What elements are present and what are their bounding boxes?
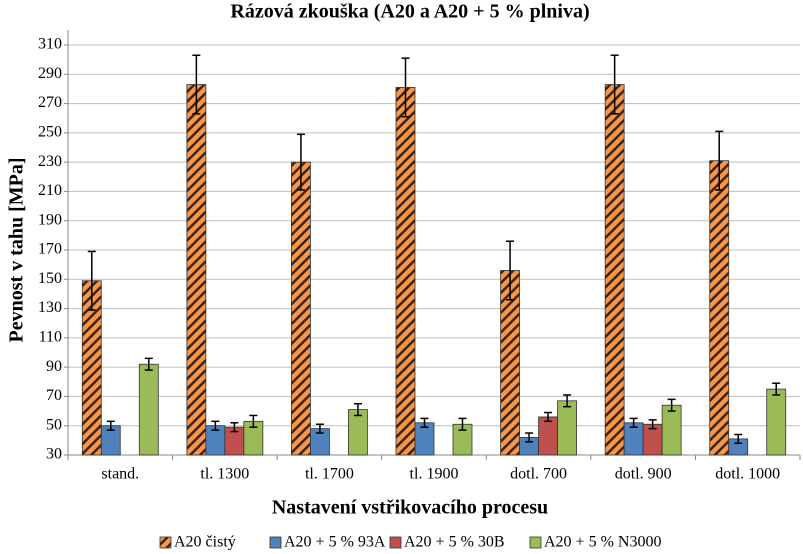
y-tick-label: 110 [39, 329, 62, 346]
y-tick-label: 310 [38, 36, 62, 53]
error-bar [772, 382, 781, 396]
y-tick-label: 130 [38, 299, 62, 316]
x-tick-label: tl. 1900 [410, 466, 459, 483]
y-tick-label: 90 [46, 358, 62, 375]
y-tick-label: 190 [38, 211, 62, 228]
y-tick-label: 30 [46, 446, 62, 463]
legend-label: A20 čistý [174, 534, 236, 551]
error-bar [610, 54, 619, 115]
legend-swatch [529, 536, 542, 549]
error-bar [353, 403, 362, 417]
y-tick-label: 270 [38, 94, 62, 111]
error-bar [230, 422, 239, 433]
error-bar [401, 57, 410, 118]
bar [661, 404, 682, 456]
y-tick-label: 70 [46, 387, 62, 404]
error-bar [458, 417, 467, 431]
x-tick-label: dotl. 700 [510, 466, 567, 483]
bar [557, 400, 577, 456]
error-bar [667, 398, 676, 412]
bar [291, 161, 311, 456]
legend-label: A20 + 5 % 30B [404, 534, 505, 551]
bar [395, 87, 416, 456]
legend-swatch [269, 536, 282, 549]
bar [766, 388, 787, 456]
error-bar [420, 417, 429, 428]
error-bar [211, 420, 220, 431]
bar [709, 160, 730, 456]
error-bar [315, 423, 324, 434]
x-axis-label: Nastavení vstřikovacího procesu [272, 497, 548, 519]
legend-label: A20 + 5 % N3000 [544, 534, 661, 551]
error-bar [144, 357, 153, 371]
bar [348, 409, 368, 456]
error-bar [506, 240, 515, 301]
y-axis-label: Pevnost v tahu [MPa] [6, 158, 28, 343]
x-tick-label: dotl. 900 [615, 466, 672, 483]
legend-label: A20 + 5 % 93A [284, 534, 386, 551]
y-tick-label: 230 [38, 153, 62, 170]
error-bar [563, 394, 572, 408]
bar [186, 84, 207, 456]
y-tick-label: 170 [38, 241, 62, 258]
x-tick-label: dotl. 1000 [715, 466, 780, 483]
chart-title: Rázová zkouška (A20 a A20 + 5 % plniva) [230, 1, 589, 23]
legend-swatch [389, 536, 402, 549]
legend-swatch [159, 536, 172, 549]
error-bar [629, 417, 638, 428]
x-tick-label: tl. 1700 [305, 466, 354, 483]
x-tick-label: stand. [101, 466, 139, 483]
error-bar [715, 130, 724, 191]
y-tick-label: 50 [46, 416, 62, 433]
error-bar [106, 420, 115, 431]
error-bar [249, 414, 258, 428]
error-bar [734, 433, 743, 445]
y-tick-label: 210 [38, 182, 62, 199]
bar [138, 363, 159, 456]
error-bar [296, 133, 305, 191]
bar [538, 416, 558, 456]
y-tick-label: 250 [38, 124, 62, 141]
error-bar [544, 411, 553, 423]
y-tick-label: 290 [38, 65, 62, 82]
error-bar [525, 432, 534, 443]
error-bar [192, 54, 201, 115]
y-tick-label: 150 [38, 270, 62, 287]
bar [604, 84, 625, 456]
error-bar [648, 419, 657, 430]
x-tick-label: tl. 1300 [200, 466, 249, 483]
error-bar [87, 250, 96, 311]
